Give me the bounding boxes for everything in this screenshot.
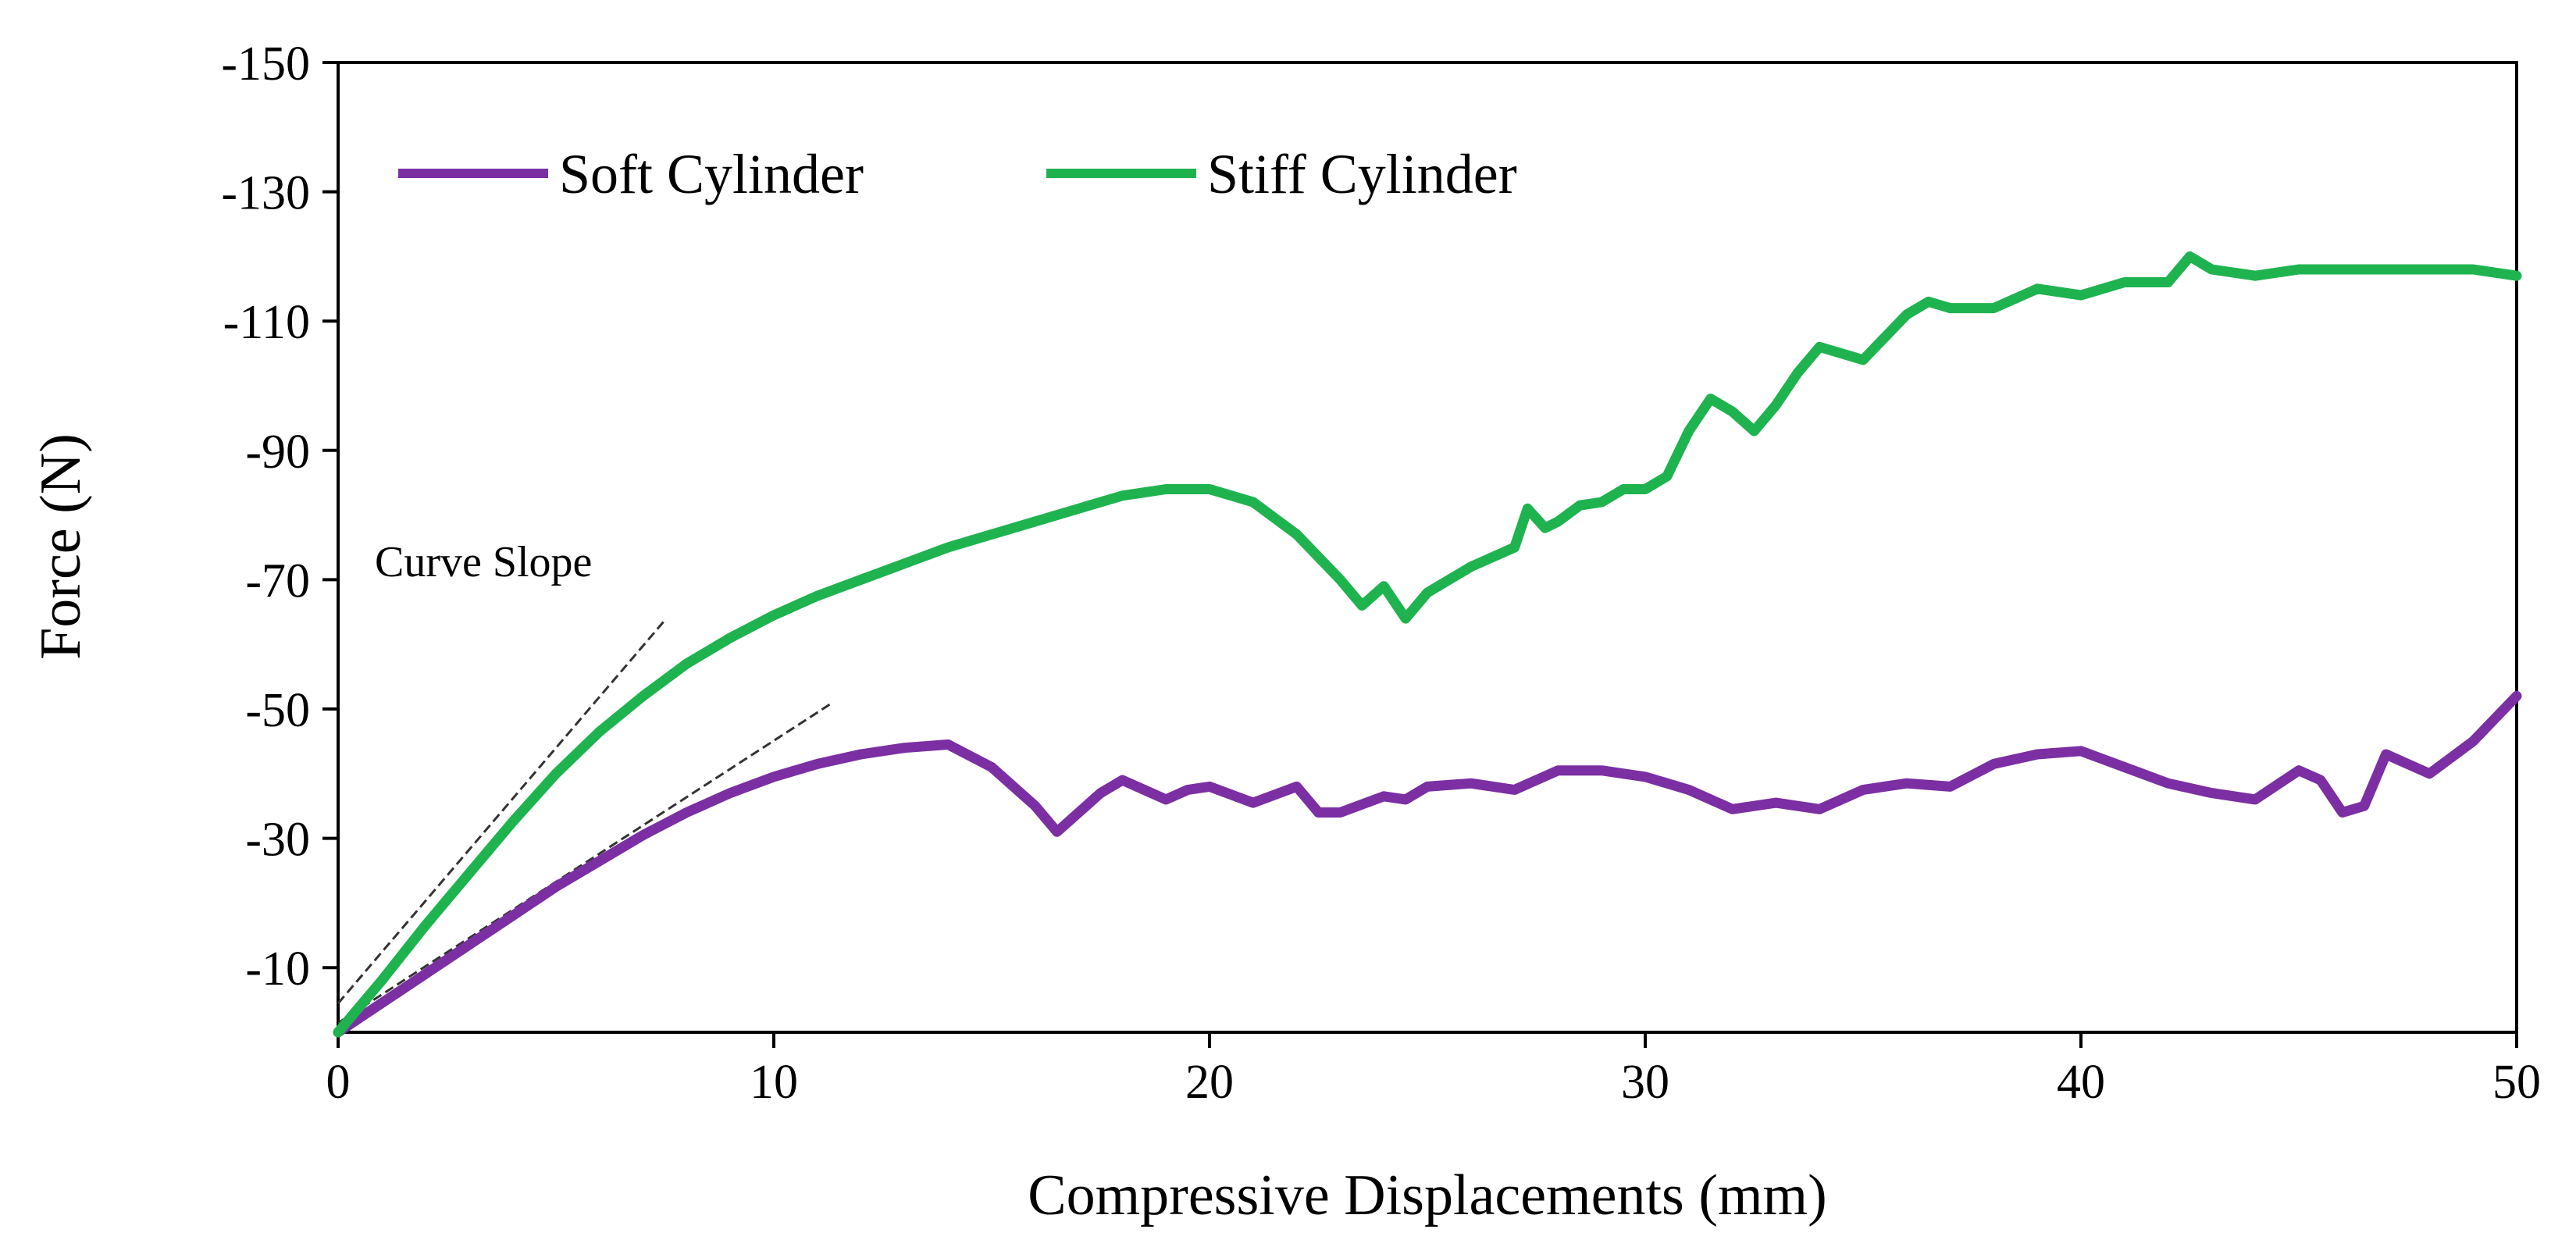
x-tick-label: 50 <box>2492 1056 2541 1109</box>
soft-cylinder-series-line <box>333 690 2522 1038</box>
x-tick-label: 10 <box>750 1056 798 1109</box>
x-tick-label: 20 <box>1185 1056 1234 1109</box>
ticks <box>322 61 2518 1048</box>
stiff-cylinder-series-line <box>333 251 2522 1038</box>
y-tick-label: -130 <box>221 167 310 220</box>
tick-labels: 0 10 20 30 40 50 -10 -30 -50 -70 -90 -110 -130 -150 <box>221 37 2541 1109</box>
legend: Soft Cylinder Stiff Cylinder <box>398 143 1517 205</box>
y-tick-label: -50 <box>245 684 310 737</box>
y-tick-label: -150 <box>221 37 310 91</box>
y-tick-label: -110 <box>223 296 310 349</box>
y-tick-label: -90 <box>245 426 310 479</box>
series-lines <box>333 251 2522 1038</box>
stiff-slope-line <box>337 621 665 1004</box>
y-tick-label: -10 <box>245 942 310 996</box>
x-axis-title: Compressive Displacements (mm) <box>1028 1163 1826 1227</box>
plot-frame <box>337 61 2518 1034</box>
y-tick-label: -30 <box>245 814 310 867</box>
x-tick-label: 30 <box>1621 1056 1669 1109</box>
curve-slope-annotation: Curve Slope <box>375 538 592 586</box>
legend-label-soft: Soft Cylinder <box>559 143 864 205</box>
x-tick-label: 0 <box>326 1056 351 1109</box>
x-tick-label: 40 <box>2057 1056 2105 1109</box>
legend-label-stiff: Stiff Cylinder <box>1207 143 1517 205</box>
y-tick-label: -70 <box>245 554 310 607</box>
y-axis-title: Force (N) <box>29 433 93 660</box>
